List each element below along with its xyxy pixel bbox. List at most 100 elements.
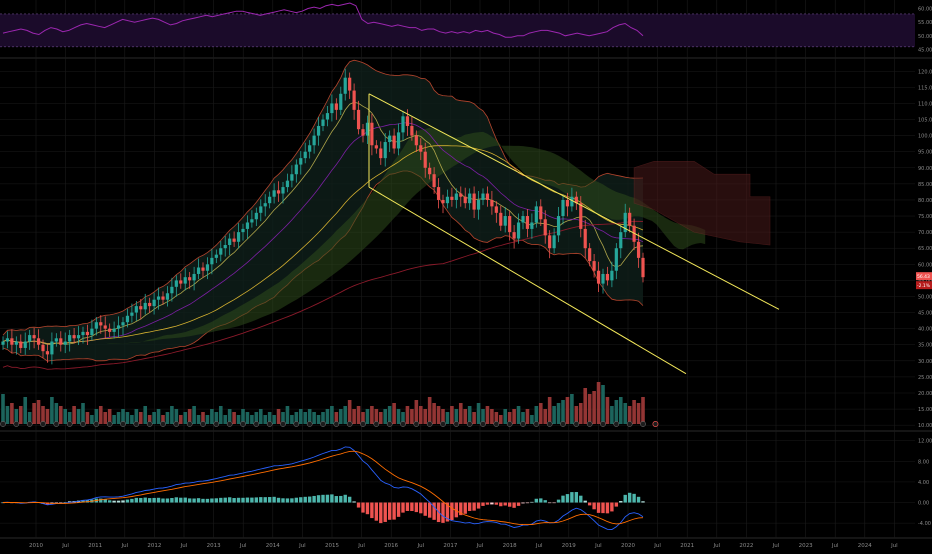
x-tick-label: Jul: [653, 543, 661, 549]
candle-body: [281, 187, 285, 194]
volume-bar: [343, 406, 348, 424]
macd-histogram-bar: [219, 497, 223, 503]
macd-histogram-bar: [441, 502, 445, 523]
macd-histogram-bar: [610, 502, 614, 512]
candle-body: [530, 222, 534, 229]
candle-body: [552, 235, 556, 249]
volume-bar: [534, 406, 539, 424]
candle-body: [454, 193, 458, 200]
candle-body: [228, 238, 232, 245]
earnings-marker-icon: [106, 421, 113, 427]
candle-body: [1, 341, 5, 345]
macd-histogram-bar: [467, 502, 472, 511]
volume-bar: [125, 412, 130, 424]
volume-bar: [583, 388, 588, 424]
candle-body: [401, 116, 405, 133]
candle-body: [156, 296, 161, 300]
macd-histogram-bar: [525, 502, 530, 504]
candle-body: [516, 222, 521, 239]
candle-body: [219, 248, 223, 255]
candle-body: [165, 293, 170, 300]
candle-body: [134, 306, 138, 313]
volume-bar: [538, 403, 543, 424]
volume-bar: [561, 400, 565, 424]
candle-body: [565, 199, 570, 207]
macd-histogram-bar: [641, 501, 645, 503]
candle-body: [405, 116, 410, 126]
x-tick-label: Jul: [476, 543, 484, 549]
candle-body: [94, 322, 98, 329]
candle-body: [370, 122, 374, 146]
macd-histogram-bar: [596, 502, 601, 513]
earnings-marker-icon: [493, 421, 500, 427]
candle-body: [392, 135, 396, 149]
volume-bar: [467, 406, 472, 424]
macd-histogram-bar: [299, 497, 303, 503]
volume-bar: [76, 409, 81, 424]
volume-bar: [107, 409, 112, 424]
macd-histogram-bar: [579, 495, 583, 503]
candle-body: [290, 174, 294, 181]
candle-body: [476, 199, 481, 210]
volume-bar: [192, 406, 196, 424]
rsi-line: [2, 2, 644, 38]
macd-histogram-bar: [156, 497, 161, 503]
macd-histogram-bar: [450, 502, 454, 521]
candle-body: [192, 273, 196, 281]
x-tick-label: Jul: [357, 543, 365, 549]
macd-histogram-bar: [290, 498, 294, 503]
volume-bar: [432, 403, 436, 424]
macd-histogram-bar: [614, 502, 619, 507]
earnings-marker-icon: [186, 421, 193, 427]
candle-body: [205, 264, 210, 271]
candle-body: [388, 135, 392, 143]
candle-body: [170, 286, 174, 294]
volume-bar: [36, 400, 41, 424]
volume-bar: [618, 397, 623, 424]
channel-lower-line: [368, 186, 687, 375]
volume-bar: [374, 409, 379, 424]
candle-body: [508, 216, 512, 233]
candle-body: [276, 190, 281, 194]
macd-histogram-bar: [485, 502, 490, 505]
x-tick-label: 2011: [88, 543, 102, 549]
candle-body: [90, 328, 94, 336]
macd-histogram-bar: [241, 497, 245, 503]
volume-bar: [587, 394, 592, 424]
price-tick-label: 115.00: [918, 85, 932, 91]
volume-bar: [512, 409, 516, 424]
macd-histogram-bar: [325, 494, 330, 503]
candle-body: [174, 280, 178, 287]
macd-tick-label: 12.00: [918, 439, 932, 445]
candle-body: [250, 219, 254, 223]
volume-bar: [178, 415, 183, 424]
macd-histogram-bar: [107, 500, 112, 503]
candle-body: [125, 315, 130, 323]
volume-bar: [147, 415, 152, 424]
candle-body: [561, 199, 565, 217]
candle-body: [596, 270, 601, 284]
macd-histogram-bar: [472, 502, 476, 511]
x-tick-label: 2023: [799, 543, 813, 549]
volume-bar: [436, 406, 441, 424]
candle-body: [41, 344, 45, 352]
volume-bar: [530, 415, 534, 424]
ichimoku-cloud-bull: [65, 127, 706, 344]
candle-body: [54, 338, 58, 342]
volume-bar: [556, 403, 561, 424]
x-tick-label: Jul: [712, 543, 720, 549]
macd-tick-label: -4.00: [918, 521, 931, 527]
earnings-marker-icon: [146, 421, 153, 427]
macd-histogram-bar: [543, 500, 547, 503]
price-tick-label: 40.00: [918, 327, 932, 333]
macd-histogram-bar: [139, 497, 143, 503]
macd-histogram-bar: [170, 498, 174, 503]
last-change-tag: [916, 281, 932, 290]
price-tick-label: 85.00: [918, 182, 932, 188]
volume-bar: [1, 394, 5, 424]
macd-histogram-bar: [570, 492, 574, 503]
macd-histogram-bar: [396, 502, 401, 517]
candle-body: [294, 164, 298, 175]
